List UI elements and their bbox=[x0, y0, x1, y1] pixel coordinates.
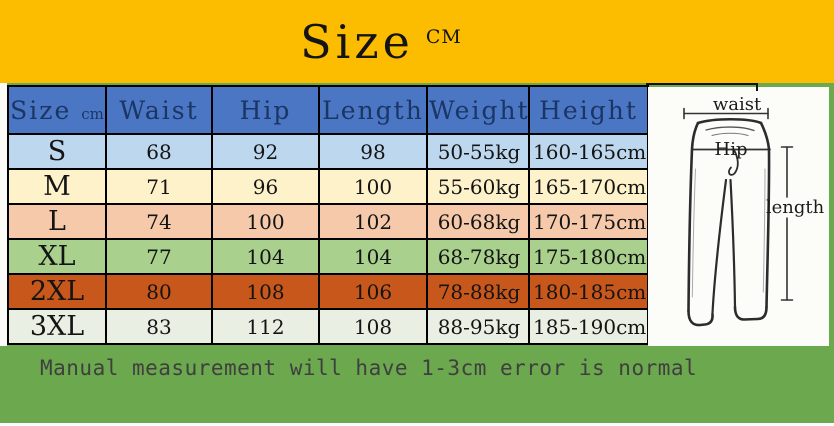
hip-value: 96 bbox=[211, 168, 320, 205]
table-row-2xl: 2XL 80 108 106 78-88kg 180-185cm bbox=[7, 273, 649, 310]
height-value: 180-185cm bbox=[528, 273, 649, 310]
measurement-note: Manual measurement will have 1-3cm error… bbox=[40, 356, 698, 380]
left-margin-strip bbox=[0, 83, 7, 346]
waist-measure-line bbox=[683, 107, 769, 120]
height-value: 185-190cm bbox=[528, 308, 649, 345]
hip-value: 108 bbox=[211, 273, 320, 310]
height-value: 165-170cm bbox=[528, 168, 649, 205]
height-value: 175-180cm bbox=[528, 238, 649, 275]
waist-label: waist bbox=[713, 94, 762, 115]
bottom-edge-strip bbox=[0, 423, 834, 426]
header-cell-length: Length bbox=[318, 85, 428, 135]
hip-value: 100 bbox=[211, 203, 320, 240]
header-cell-hip: Hip bbox=[211, 85, 320, 135]
waist-value: 74 bbox=[105, 203, 213, 240]
header-cell-weight: Weight bbox=[426, 85, 530, 135]
weight-value: 88-95kg bbox=[426, 308, 530, 345]
waist-value: 83 bbox=[105, 308, 213, 345]
weight-value: 55-60kg bbox=[426, 168, 530, 205]
length-label: length bbox=[766, 197, 825, 218]
waist-value: 77 bbox=[105, 238, 213, 275]
length-value: 102 bbox=[318, 203, 428, 240]
table-row-l: L 74 100 102 60-68kg 170-175cm bbox=[7, 203, 649, 240]
header-cell-size: Size cm bbox=[7, 85, 107, 135]
pants-diagram: waist Hip length bbox=[683, 94, 825, 327]
length-value: 98 bbox=[318, 133, 428, 170]
page-title: Size CM bbox=[300, 19, 462, 65]
length-value: 100 bbox=[318, 168, 428, 205]
table-row-m: M 71 96 100 55-60kg 165-170cm bbox=[7, 168, 649, 205]
hip-value: 92 bbox=[211, 133, 320, 170]
length-value: 104 bbox=[318, 238, 428, 275]
title-band: Size CM bbox=[0, 0, 834, 83]
size-label: S bbox=[7, 133, 107, 170]
height-value: 160-165cm bbox=[528, 133, 649, 170]
size-table: Size cm Waist Hip Length Weight Height S… bbox=[7, 85, 649, 345]
weight-value: 60-68kg bbox=[426, 203, 530, 240]
table-row-3xl: 3XL 83 112 108 88-95kg 185-190cm bbox=[7, 308, 649, 345]
size-label: L bbox=[7, 203, 107, 240]
height-value: 170-175cm bbox=[528, 203, 649, 240]
title-text: Size bbox=[300, 14, 414, 69]
table-row-xl: XL 77 104 104 68-78kg 175-180cm bbox=[7, 238, 649, 275]
header-cell-height: Height bbox=[528, 85, 649, 135]
table-row-s: S 68 92 98 50-55kg 160-165cm bbox=[7, 133, 649, 170]
hip-value: 104 bbox=[211, 238, 320, 275]
waist-value: 80 bbox=[105, 273, 213, 310]
length-value: 106 bbox=[318, 273, 428, 310]
header-cell-waist: Waist bbox=[105, 85, 213, 135]
weight-value: 78-88kg bbox=[426, 273, 530, 310]
size-label: M bbox=[7, 168, 107, 205]
waist-value: 71 bbox=[105, 168, 213, 205]
size-label: XL bbox=[7, 238, 107, 275]
size-label: 3XL bbox=[7, 308, 107, 345]
weight-value: 50-55kg bbox=[426, 133, 530, 170]
weight-value: 68-78kg bbox=[426, 238, 530, 275]
pants-diagram-panel: waist Hip length bbox=[646, 83, 829, 346]
waist-value: 68 bbox=[105, 133, 213, 170]
panel-top-border bbox=[646, 83, 758, 91]
length-value: 108 bbox=[318, 308, 428, 345]
hip-label: Hip bbox=[715, 139, 748, 160]
size-label: 2XL bbox=[7, 273, 107, 310]
hip-value: 112 bbox=[211, 308, 320, 345]
length-measure-line bbox=[780, 146, 794, 301]
title-unit: CM bbox=[425, 25, 462, 48]
table-header-row: Size cm Waist Hip Length Weight Height bbox=[7, 85, 649, 135]
